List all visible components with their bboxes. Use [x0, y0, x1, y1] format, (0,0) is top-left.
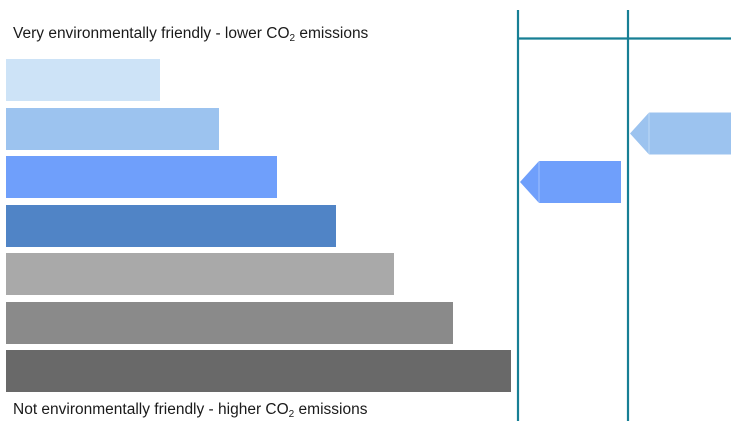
top-caption-subscript: 2 — [289, 33, 296, 44]
rating-pointer-1 — [520, 161, 621, 203]
rating-band-5 — [6, 253, 394, 295]
top-caption-text: Very environmentally friendly - lower CO — [13, 25, 290, 42]
bottom-caption: Not environmentally friendly - higher CO… — [13, 401, 368, 420]
bottom-caption-subscript: 2 — [288, 409, 295, 420]
bottom-caption-text: Not environmentally friendly - higher CO — [13, 401, 289, 418]
rating-pointer-2 — [630, 112, 731, 155]
bottom-caption-suffix: emissions — [294, 401, 368, 418]
top-caption: Very environmentally friendly - lower CO… — [13, 25, 369, 44]
top-caption-suffix: emissions — [295, 25, 369, 42]
rating-band-1 — [6, 59, 160, 101]
rating-band-6 — [6, 301, 453, 344]
rating-band-4 — [6, 204, 336, 247]
rating-band-7 — [6, 350, 511, 392]
rating-band-3 — [6, 156, 277, 198]
rating-band-2 — [6, 107, 219, 150]
